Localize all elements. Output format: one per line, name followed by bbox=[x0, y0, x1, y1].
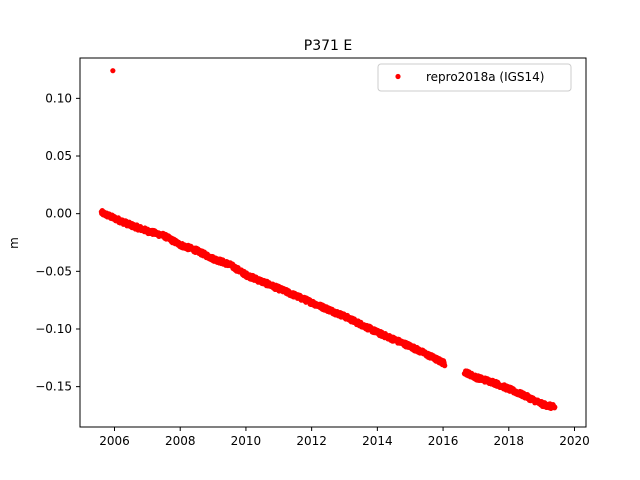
y-tick-label: −0.05 bbox=[35, 264, 72, 278]
y-tick-label: 0.10 bbox=[45, 91, 72, 105]
x-tick-label: 2006 bbox=[99, 434, 130, 448]
y-tick-label: 0.00 bbox=[45, 207, 72, 221]
legend-box bbox=[377, 63, 572, 92]
x-tick-label: 2010 bbox=[231, 434, 262, 448]
x-tick-label: 2016 bbox=[428, 434, 459, 448]
data-point bbox=[442, 363, 448, 369]
legend: repro2018a (IGS14) bbox=[377, 63, 572, 92]
data-point bbox=[552, 404, 558, 410]
x-tick-label: 2020 bbox=[559, 434, 590, 448]
axes: 2006 2008 2010 2012 2014 2016 2018 2020 0.10 0.05… bbox=[35, 57, 590, 448]
y-tick-label: 0.05 bbox=[45, 149, 72, 163]
x-tick-label: 2014 bbox=[362, 434, 393, 448]
y-tick-label: −0.15 bbox=[35, 380, 72, 394]
x-tick-label: 2012 bbox=[296, 434, 327, 448]
legend-label: repro2018a (IGS14) bbox=[426, 70, 544, 84]
x-tick-label: 2008 bbox=[165, 434, 196, 448]
axes-frame bbox=[79, 57, 587, 428]
x-tick-label: 2018 bbox=[494, 434, 525, 448]
y-axis-label: m bbox=[7, 237, 21, 249]
plot-area bbox=[98, 68, 558, 411]
y-tick-label: −0.10 bbox=[35, 322, 72, 336]
legend-marker bbox=[395, 73, 401, 80]
data-point-outlier bbox=[110, 68, 116, 74]
chart-title: P371 E bbox=[304, 38, 352, 54]
